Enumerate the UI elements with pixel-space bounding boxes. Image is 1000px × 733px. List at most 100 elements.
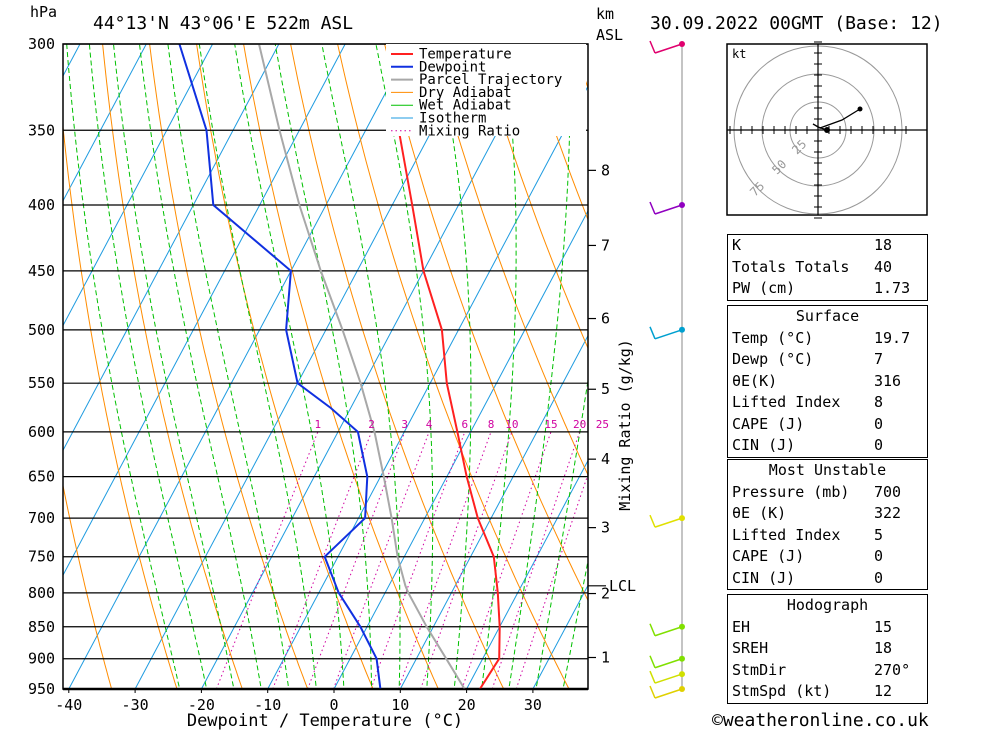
- hodograph-unit-label: kt: [732, 47, 746, 61]
- mixing-ratio-label: 10: [505, 418, 518, 431]
- legend-label: Temperature: [419, 47, 512, 63]
- surface-temp-row: Temp (°C) 19.7: [728, 328, 927, 350]
- wind-barb-flag: [649, 514, 656, 528]
- wind-barb-staff: [654, 204, 683, 215]
- wind-barb-staff: [654, 688, 683, 699]
- pressure-tick-label: 600: [28, 423, 55, 441]
- stmdir-row: StmDir 270°: [728, 660, 927, 682]
- legend-label: Isotherm: [419, 111, 486, 127]
- wind-barb-flag: [649, 326, 656, 340]
- surface-li-value: 8: [874, 393, 884, 411]
- surface-temp-label: Temp (°C): [732, 328, 814, 347]
- dewpoint-curve: [178, 44, 382, 689]
- mixing-ratio-line: [332, 431, 430, 689]
- surface-dewp-label: Dewp (°C): [732, 350, 814, 368]
- location-title: 44°13'N 43°06'E 522m ASL: [93, 13, 353, 34]
- mixing-ratio-label: 2: [368, 418, 375, 431]
- wind-barb-staff: [654, 43, 683, 54]
- sreh-value: 18: [874, 639, 893, 657]
- mixing-ratio-label: 8: [488, 418, 495, 431]
- legend-label: Wet Adiabat: [419, 98, 512, 114]
- asl-unit-label: ASL: [596, 26, 623, 44]
- mu-theta-row: θE (K) 322: [728, 503, 927, 525]
- km-tick-label: 6: [601, 310, 610, 328]
- stmspd-value: 12: [874, 682, 893, 700]
- wind-barb-staff: [654, 658, 683, 669]
- mixing-ratio-label: 20: [573, 418, 586, 431]
- temperature-tick-label: -10: [254, 696, 281, 714]
- copyright-footer: ©weatheronline.co.uk: [712, 710, 929, 731]
- mixing-ratio-line: [515, 472, 588, 689]
- hodograph-params-title: Hodograph: [786, 596, 869, 614]
- surface-title: Surface: [795, 307, 860, 325]
- mixing-ratio-label: 1: [314, 418, 321, 431]
- mixing-ratio-line: [461, 431, 552, 689]
- legend-label: Mixing Ratio: [419, 123, 520, 139]
- surface-table: Surface Temp (°C) 19.7 Dewp (°C) 7 θE(K) 31…: [727, 305, 928, 458]
- dry-adiabat-line: [384, 44, 588, 602]
- dry-adiabat-line: [996, 44, 1000, 689]
- wind-barb-staff: [654, 329, 683, 340]
- wind-barbs: [649, 40, 685, 699]
- mixing-ratio-axis-label: Mixing Ratio (g/kg): [616, 339, 634, 511]
- pressure-tick-label: 500: [28, 321, 55, 339]
- mixing-ratio-label: 6: [461, 418, 468, 431]
- wind-barb-flag: [649, 623, 656, 637]
- mu-pressure-label: Pressure (mb): [732, 482, 850, 501]
- isotherm-line: [399, 334, 588, 689]
- dry-adiabat-line: [63, 122, 178, 689]
- pw-value: 1.73: [874, 279, 911, 297]
- stmspd-row: StmSpd (kt) 12: [728, 681, 927, 703]
- wind-barb-staff: [654, 626, 683, 637]
- mixing-ratio-label: 25: [596, 418, 609, 431]
- surface-cape-label: CAPE (J): [732, 414, 805, 433]
- isotherm-line: [466, 459, 588, 689]
- pressure-tick-label: 450: [28, 262, 55, 280]
- wind-barb-flag: [649, 670, 656, 684]
- x-axis-label: Dewpoint / Temperature (°C): [187, 711, 463, 731]
- wet-adiabat-line: [234, 44, 345, 689]
- plot-frame: [62, 43, 589, 690]
- mixing-ratio-line: [398, 431, 492, 689]
- km-tick-label: 5: [601, 380, 610, 398]
- dry-adiabat-line: [149, 44, 309, 689]
- mixing-ratio-label: 4: [426, 418, 433, 431]
- km-tick-label: 8: [601, 161, 610, 179]
- pressure-unit-label: hPa: [30, 3, 57, 21]
- pressure-tick-label: 400: [28, 196, 55, 214]
- surface-cape-row: CAPE (J) 0: [728, 414, 927, 436]
- surface-cin-value: 0: [874, 436, 884, 454]
- wet-adiabat-line: [113, 44, 235, 689]
- wind-barb-flag: [649, 201, 656, 215]
- most-unstable-title: Most Unstable: [768, 461, 887, 479]
- dry-adiabat-line: [431, 44, 588, 477]
- surface-li-label: Lifted Index: [732, 393, 841, 411]
- pressure-tick-label: 550: [28, 374, 55, 392]
- surface-cape-value: 0: [874, 414, 884, 433]
- hodograph: kt 25 50 75: [726, 41, 928, 219]
- totals-totals-value: 40: [874, 257, 893, 276]
- wind-level-dot: [679, 655, 685, 662]
- eh-label: EH: [732, 617, 751, 636]
- dry-adiabat-line: [949, 44, 1000, 689]
- legend-label: Dewpoint: [419, 59, 486, 75]
- surface-li-row: Lifted Index 8: [728, 392, 927, 414]
- dry-adiabat-line: [478, 44, 588, 350]
- dry-adiabat-line: [243, 44, 439, 689]
- temperature-tick-label: -30: [122, 696, 149, 714]
- pressure-tick-label: 300: [28, 35, 55, 53]
- wet-adiabat-line: [535, 377, 588, 689]
- pw-label: PW (cm): [732, 279, 796, 297]
- hodograph-top-dot: [857, 106, 863, 112]
- pw-row: PW (cm) 1.73: [728, 278, 927, 300]
- wind-barb-staff: [654, 673, 683, 684]
- km-unit-label: km: [596, 5, 614, 23]
- indices-table: K 18 Totals Totals 40 PW (cm) 1.73: [727, 234, 928, 301]
- isotherm-line: [63, 44, 280, 452]
- stmspd-label: StmSpd (kt): [732, 682, 832, 700]
- k-index-label: K: [732, 236, 742, 254]
- mu-pressure-value: 700: [874, 482, 902, 501]
- isotherm-line: [63, 44, 346, 577]
- wet-adiabat-line: [66, 44, 181, 689]
